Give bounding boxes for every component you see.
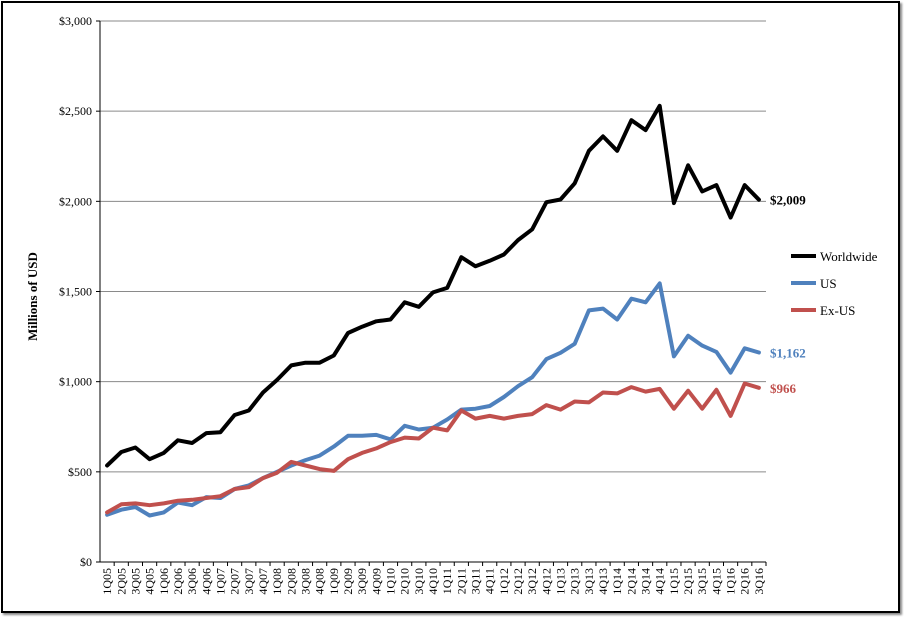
x-tick-label: 3Q05 bbox=[128, 568, 142, 595]
x-axis-ticks: 1Q05 2Q05 3Q05 4Q05 1Q06 2Q06 3Q06 4Q06 1Q07 2Q07… bbox=[100, 562, 767, 595]
x-tick-label: 2Q08 bbox=[284, 568, 298, 595]
x-tick-label: 3Q07 bbox=[242, 568, 256, 595]
x-tick-label: 4Q09 bbox=[369, 568, 383, 595]
series-line bbox=[105, 281, 761, 518]
x-tick-label: 2Q14 bbox=[624, 568, 638, 595]
x-tick-label: 2Q13 bbox=[568, 568, 582, 595]
x-tick-label: 2Q11 bbox=[454, 568, 468, 594]
y-axis-label: Millions of USD bbox=[25, 252, 40, 341]
x-tick-label: 4Q10 bbox=[426, 568, 440, 595]
x-tick-label: 4Q05 bbox=[143, 568, 157, 595]
x-tick-label: 3Q06 bbox=[185, 568, 199, 595]
x-tick-label: 4Q11 bbox=[483, 568, 497, 594]
x-tick-label: 4Q13 bbox=[596, 568, 610, 595]
x-tick-label: 3Q14 bbox=[639, 568, 653, 595]
x-tick-label: 3Q08 bbox=[298, 568, 312, 595]
x-tick-label: 2Q06 bbox=[171, 568, 185, 595]
x-tick-label: 1Q10 bbox=[383, 568, 397, 595]
x-tick-label: 3Q13 bbox=[582, 568, 596, 595]
x-tick-label: 1Q11 bbox=[440, 568, 454, 594]
x-tick-label: 2Q05 bbox=[114, 568, 128, 595]
x-tick-label: 1Q06 bbox=[157, 568, 171, 595]
x-tick-label: 3Q15 bbox=[695, 568, 709, 595]
legend-label: US bbox=[820, 276, 837, 291]
x-tick-label: 2Q10 bbox=[398, 568, 412, 595]
x-tick-label: 1Q16 bbox=[724, 568, 738, 595]
series-line bbox=[105, 381, 761, 515]
axes bbox=[99, 21, 766, 563]
x-tick-label: 2Q16 bbox=[738, 568, 752, 595]
x-tick-label: 1Q13 bbox=[554, 568, 568, 595]
x-tick-label: 3Q10 bbox=[412, 568, 426, 595]
x-tick-label: 3Q16 bbox=[752, 568, 766, 595]
gridlines bbox=[100, 20, 766, 473]
series-line bbox=[105, 103, 761, 468]
x-tick-label: 3Q11 bbox=[469, 568, 483, 594]
x-tick-label: 2Q09 bbox=[341, 568, 355, 595]
x-tick-label: 1Q08 bbox=[270, 568, 284, 595]
legend-label: Ex-US bbox=[820, 303, 855, 318]
y-tick-label: $0 bbox=[80, 555, 92, 569]
x-tick-label: 1Q05 bbox=[100, 568, 114, 595]
x-tick-label: 1Q12 bbox=[497, 568, 511, 595]
x-tick-label: 4Q14 bbox=[653, 568, 667, 595]
x-tick-label: 4Q12 bbox=[539, 568, 553, 595]
y-tick-label: $1,500 bbox=[59, 285, 92, 299]
y-tick-label: $2,500 bbox=[59, 104, 92, 118]
y-tick-label: $500 bbox=[68, 465, 92, 479]
x-tick-label: 4Q06 bbox=[199, 568, 213, 595]
x-tick-label: 1Q07 bbox=[213, 568, 227, 595]
x-tick-label: 2Q15 bbox=[681, 568, 695, 595]
x-tick-label: 4Q07 bbox=[256, 568, 270, 595]
x-tick-label: 1Q15 bbox=[667, 568, 681, 595]
x-tick-label: 2Q12 bbox=[511, 568, 525, 595]
x-tick-label: 1Q14 bbox=[610, 568, 624, 595]
y-tick-label: $2,000 bbox=[59, 194, 92, 208]
y-axis-ticks: $0 $500 $1,000 $1,500 $2,000 $2,500 $3,000 bbox=[59, 14, 100, 569]
y-tick-label: $3,000 bbox=[59, 14, 92, 28]
end-value-label: $966 bbox=[770, 381, 797, 396]
x-tick-label: 3Q09 bbox=[355, 568, 369, 595]
y-tick-label: $1,000 bbox=[59, 375, 92, 389]
series-end-labels: $2,009 $1,162 $966 bbox=[770, 193, 806, 396]
x-tick-label: 3Q12 bbox=[525, 568, 539, 595]
series-lines bbox=[105, 103, 761, 518]
x-tick-label: 2Q07 bbox=[228, 568, 242, 595]
x-tick-label: 4Q08 bbox=[313, 568, 327, 595]
end-value-label: $1,162 bbox=[770, 345, 806, 360]
legend: Worldwide US Ex-US bbox=[791, 249, 878, 318]
end-value-label: $2,009 bbox=[770, 193, 806, 208]
legend-label: Worldwide bbox=[820, 249, 878, 264]
x-tick-label: 1Q09 bbox=[327, 568, 341, 595]
x-tick-label: 4Q15 bbox=[709, 568, 723, 595]
